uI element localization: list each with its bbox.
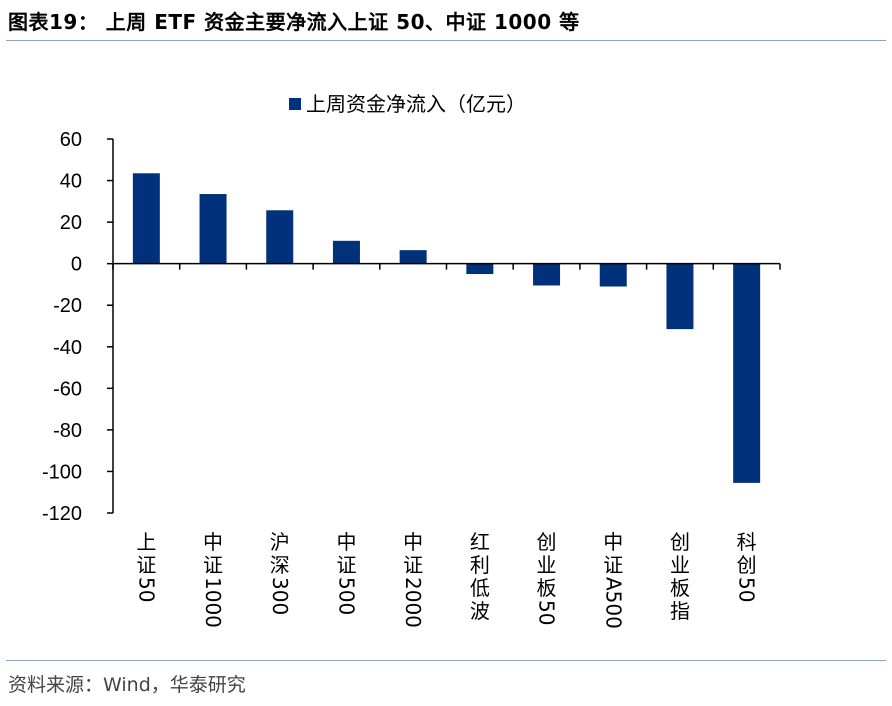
category-label-text: 证 [336, 553, 356, 577]
x-axis [112, 262, 781, 270]
bars [132, 173, 761, 483]
category-label-text: 50 [735, 577, 759, 602]
category-label-text: 中 [403, 530, 423, 554]
y-tick-label: -80 [53, 420, 82, 442]
category-label-text: 证 [403, 553, 423, 577]
category-label-text: 证 [203, 553, 223, 577]
category-label-text: 业 [670, 553, 690, 577]
y-tick-label: -60 [53, 378, 82, 400]
y-axis: 60 40 20 0 -20 -40 -60 -80 -100 -120 [42, 129, 114, 525]
category-label-text: 业 [537, 553, 557, 577]
source-note: 资料来源：Wind，华泰研究 [8, 674, 246, 696]
category-label-text: 证 [136, 553, 156, 577]
y-tick-label: -40 [53, 337, 82, 359]
y-tick-label: 0 [71, 254, 82, 276]
title-divider [6, 40, 886, 41]
category-label-text: 波 [470, 599, 490, 623]
bar [666, 263, 694, 330]
category-label-text: 利 [470, 553, 490, 577]
category-labels: 上证50中证1000沪深300中证500中证2000红利低波创业板50中证A50… [134, 530, 758, 629]
legend-label: 上周资金净流入（亿元） [306, 92, 526, 116]
category-label-text: 板 [537, 576, 557, 600]
bar [132, 173, 160, 264]
y-tick-label: 60 [60, 129, 82, 151]
category-label-text: 中 [603, 530, 623, 554]
y-tick-label: -120 [42, 503, 82, 525]
category-label-text: 中 [336, 530, 356, 554]
footer-divider [6, 660, 886, 661]
category-label-text: 2000 [401, 577, 425, 628]
category-label-text: 创 [537, 530, 557, 554]
bar [332, 240, 360, 264]
category-label-text: 创 [670, 530, 690, 554]
category-label-text: 证 [603, 553, 623, 577]
category-label-text: 创 [737, 553, 757, 577]
bar [733, 263, 761, 483]
y-tick-label: -20 [53, 295, 82, 317]
category-label-text: 中 [203, 530, 223, 554]
category-label-text: 1000 [201, 577, 225, 628]
bar [199, 194, 227, 264]
category-label-text: 50 [535, 600, 559, 625]
category-label-text: 深 [270, 553, 290, 577]
category-label-text: 沪 [270, 530, 290, 554]
category-label-text: 上 [136, 530, 156, 554]
y-tick-label: 40 [60, 171, 82, 193]
category-label-text: 500 [334, 577, 358, 615]
bar [533, 263, 561, 286]
category-label-text: 科 [737, 530, 757, 554]
y-tick-label: 20 [60, 212, 82, 234]
category-label-text: 指 [670, 599, 690, 623]
bar [599, 263, 627, 287]
bar [266, 210, 294, 264]
legend-swatch [289, 98, 301, 110]
bar [466, 263, 494, 275]
legend: 上周资金净流入（亿元） [289, 92, 526, 116]
category-label-text: A500 [601, 577, 625, 629]
category-label-text: 红 [470, 530, 490, 554]
category-label-text: 低 [470, 576, 490, 600]
category-label-text: 50 [134, 577, 158, 602]
figure-title: 图表19： 上周 ETF 资金主要净流入上证 50、中证 1000 等 [8, 10, 580, 34]
category-label-text: 300 [268, 577, 292, 615]
y-tick-label: -100 [42, 461, 82, 483]
bar [399, 250, 427, 264]
category-label-text: 板 [670, 576, 690, 600]
